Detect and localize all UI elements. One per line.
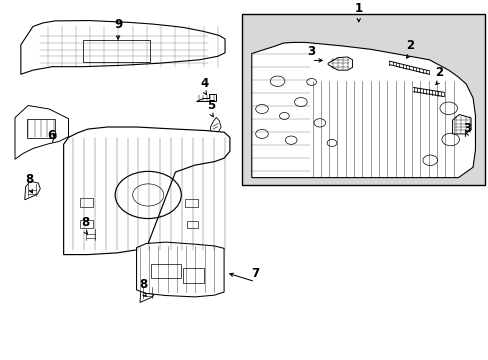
Text: 8: 8 xyxy=(81,216,89,229)
Polygon shape xyxy=(63,127,229,255)
Bar xyxy=(80,198,93,207)
Text: 2: 2 xyxy=(434,66,442,79)
Polygon shape xyxy=(327,57,352,70)
Bar xyxy=(80,220,93,228)
Polygon shape xyxy=(140,284,155,302)
Text: 8: 8 xyxy=(139,278,147,291)
Polygon shape xyxy=(83,225,99,244)
Polygon shape xyxy=(452,114,470,134)
Bar xyxy=(183,269,203,283)
Text: 5: 5 xyxy=(207,99,215,112)
Bar xyxy=(187,221,198,228)
Polygon shape xyxy=(15,105,68,159)
Text: 3: 3 xyxy=(462,122,470,135)
Polygon shape xyxy=(210,117,221,134)
Text: 4: 4 xyxy=(200,77,208,90)
Bar xyxy=(83,40,150,62)
Text: 2: 2 xyxy=(405,39,413,52)
Polygon shape xyxy=(25,181,40,200)
Bar xyxy=(151,264,181,278)
Polygon shape xyxy=(21,21,224,74)
Bar xyxy=(27,119,55,139)
Text: 9: 9 xyxy=(114,18,122,31)
Text: 8: 8 xyxy=(25,173,34,186)
Text: 7: 7 xyxy=(251,266,259,280)
Bar xyxy=(185,199,198,207)
Polygon shape xyxy=(251,42,474,177)
Text: 3: 3 xyxy=(307,45,315,58)
Text: 1: 1 xyxy=(354,2,362,15)
Polygon shape xyxy=(136,242,224,297)
Bar xyxy=(242,14,484,185)
Polygon shape xyxy=(196,94,216,102)
Text: 6: 6 xyxy=(47,129,56,142)
